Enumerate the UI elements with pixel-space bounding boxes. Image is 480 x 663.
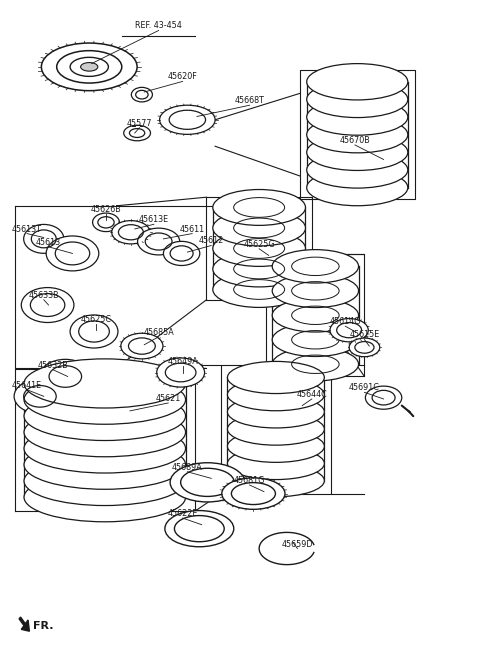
Text: 45620F: 45620F	[168, 72, 197, 82]
Ellipse shape	[157, 358, 204, 387]
Ellipse shape	[272, 323, 359, 357]
Ellipse shape	[24, 375, 186, 424]
Ellipse shape	[213, 272, 305, 308]
Ellipse shape	[159, 105, 215, 135]
Ellipse shape	[24, 391, 186, 440]
Text: 45685A: 45685A	[143, 328, 174, 337]
Text: 45613: 45613	[36, 238, 61, 247]
Ellipse shape	[307, 170, 408, 206]
Text: 45613E: 45613E	[139, 215, 169, 224]
Text: 45681G: 45681G	[234, 476, 265, 485]
Ellipse shape	[349, 338, 380, 357]
Text: 45626B: 45626B	[91, 205, 121, 213]
Ellipse shape	[307, 152, 408, 188]
Ellipse shape	[307, 64, 408, 100]
Ellipse shape	[228, 465, 324, 497]
Ellipse shape	[213, 231, 305, 267]
Text: 45641E: 45641E	[12, 381, 42, 390]
Ellipse shape	[70, 57, 108, 76]
Ellipse shape	[228, 448, 324, 479]
Ellipse shape	[307, 99, 408, 135]
Ellipse shape	[21, 288, 74, 322]
Ellipse shape	[41, 43, 137, 91]
Ellipse shape	[272, 347, 359, 381]
Ellipse shape	[24, 408, 186, 457]
Ellipse shape	[228, 396, 324, 428]
Text: 45611: 45611	[180, 225, 204, 233]
Ellipse shape	[307, 82, 408, 117]
Text: 45659D: 45659D	[282, 540, 313, 548]
Text: 45625G: 45625G	[243, 240, 275, 249]
Text: 45625C: 45625C	[81, 314, 112, 324]
Text: 45613T: 45613T	[12, 225, 42, 233]
Ellipse shape	[81, 62, 98, 71]
Text: 45691C: 45691C	[349, 383, 380, 392]
Ellipse shape	[24, 473, 186, 522]
Text: 45649A: 45649A	[167, 357, 198, 366]
Text: 45668T: 45668T	[235, 96, 264, 105]
Ellipse shape	[24, 440, 186, 489]
Ellipse shape	[46, 236, 99, 271]
Text: 45621: 45621	[156, 394, 181, 403]
Ellipse shape	[307, 117, 408, 153]
Ellipse shape	[365, 386, 402, 409]
Text: 45612: 45612	[199, 237, 224, 245]
Ellipse shape	[307, 134, 408, 170]
Ellipse shape	[132, 88, 153, 102]
Ellipse shape	[272, 274, 359, 308]
Ellipse shape	[124, 125, 151, 141]
Ellipse shape	[93, 213, 120, 231]
Ellipse shape	[213, 190, 305, 225]
Ellipse shape	[228, 430, 324, 462]
Ellipse shape	[170, 463, 245, 502]
Ellipse shape	[24, 456, 186, 506]
Ellipse shape	[112, 221, 150, 244]
Text: 45614G: 45614G	[330, 317, 361, 326]
Ellipse shape	[228, 361, 324, 394]
Ellipse shape	[39, 359, 91, 394]
Text: 45615E: 45615E	[349, 330, 380, 339]
Ellipse shape	[330, 318, 368, 342]
Text: REF. 43-454: REF. 43-454	[135, 21, 182, 30]
Text: 45670B: 45670B	[339, 136, 370, 145]
Ellipse shape	[24, 359, 186, 408]
Ellipse shape	[70, 315, 118, 348]
Ellipse shape	[222, 478, 285, 509]
Ellipse shape	[272, 250, 359, 283]
Ellipse shape	[213, 210, 305, 246]
Text: 45622E: 45622E	[168, 509, 198, 518]
Ellipse shape	[272, 298, 359, 332]
Ellipse shape	[228, 379, 324, 411]
FancyArrow shape	[19, 617, 29, 631]
Ellipse shape	[213, 251, 305, 287]
Ellipse shape	[14, 379, 66, 414]
Ellipse shape	[138, 228, 180, 255]
Ellipse shape	[228, 413, 324, 445]
Text: FR.: FR.	[33, 621, 54, 631]
Text: 45633B: 45633B	[28, 291, 59, 300]
Ellipse shape	[24, 224, 64, 253]
Ellipse shape	[121, 333, 163, 359]
Ellipse shape	[24, 424, 186, 473]
Ellipse shape	[165, 511, 234, 547]
Text: 45577: 45577	[127, 119, 152, 128]
Text: 45644C: 45644C	[297, 390, 327, 399]
Ellipse shape	[163, 241, 200, 265]
Text: 45689A: 45689A	[172, 463, 203, 472]
Text: 45632B: 45632B	[38, 361, 69, 370]
